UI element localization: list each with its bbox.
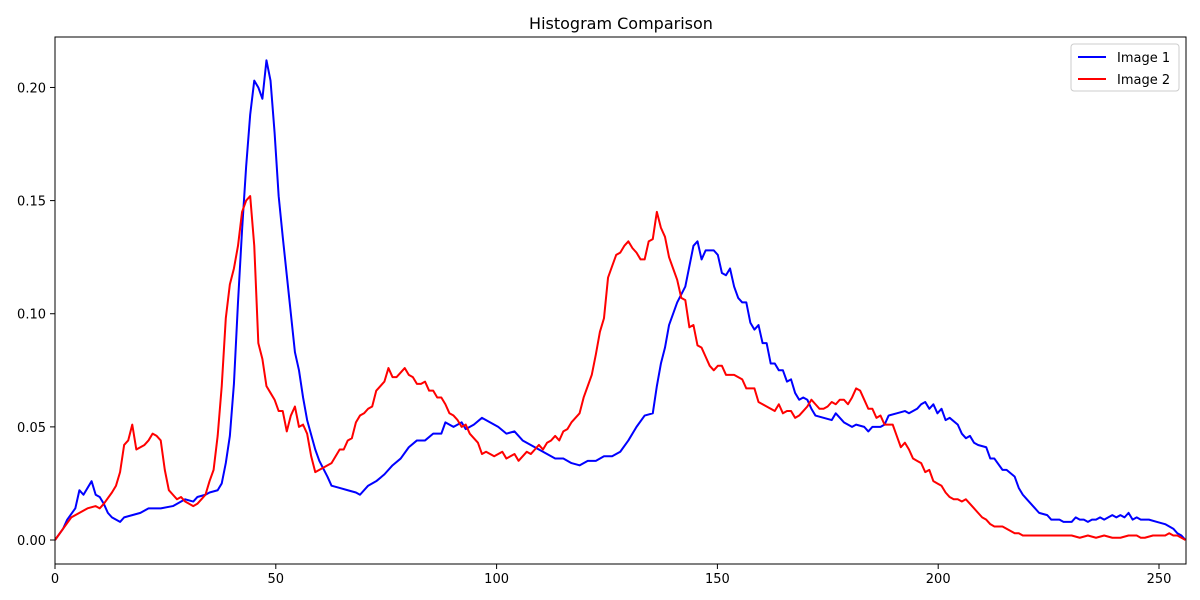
y-tick-label: 0.05 [17, 421, 46, 436]
y-tick-label: 0.20 [17, 81, 46, 96]
legend: Image 1 Image 2 [1070, 43, 1180, 92]
y-tick-label: 0.10 [17, 308, 46, 323]
y-tick-label: 0.15 [17, 195, 46, 210]
x-tick-label: 100 [484, 572, 509, 587]
x-tick-label: 250 [1147, 572, 1172, 587]
axes: 0 50 100 150 200 250 0.00 0.05 0.10 0.15 0.20 [17, 36, 1187, 587]
chart-title: Histogram Comparison [529, 14, 713, 33]
y-tick-label: 0.00 [17, 534, 46, 549]
legend-label-1: Image 1 [1117, 51, 1170, 66]
series-line-1 [55, 59, 1186, 541]
x-tick-label: 0 [51, 572, 59, 587]
x-tick-label: 200 [926, 572, 951, 587]
axes-frame [54, 36, 1187, 565]
legend-label-2: Image 2 [1117, 73, 1170, 88]
x-tick-label: 50 [268, 572, 285, 587]
x-tick-label: 150 [705, 572, 730, 587]
series-line-2 [55, 195, 1186, 541]
plot-area [55, 59, 1186, 541]
